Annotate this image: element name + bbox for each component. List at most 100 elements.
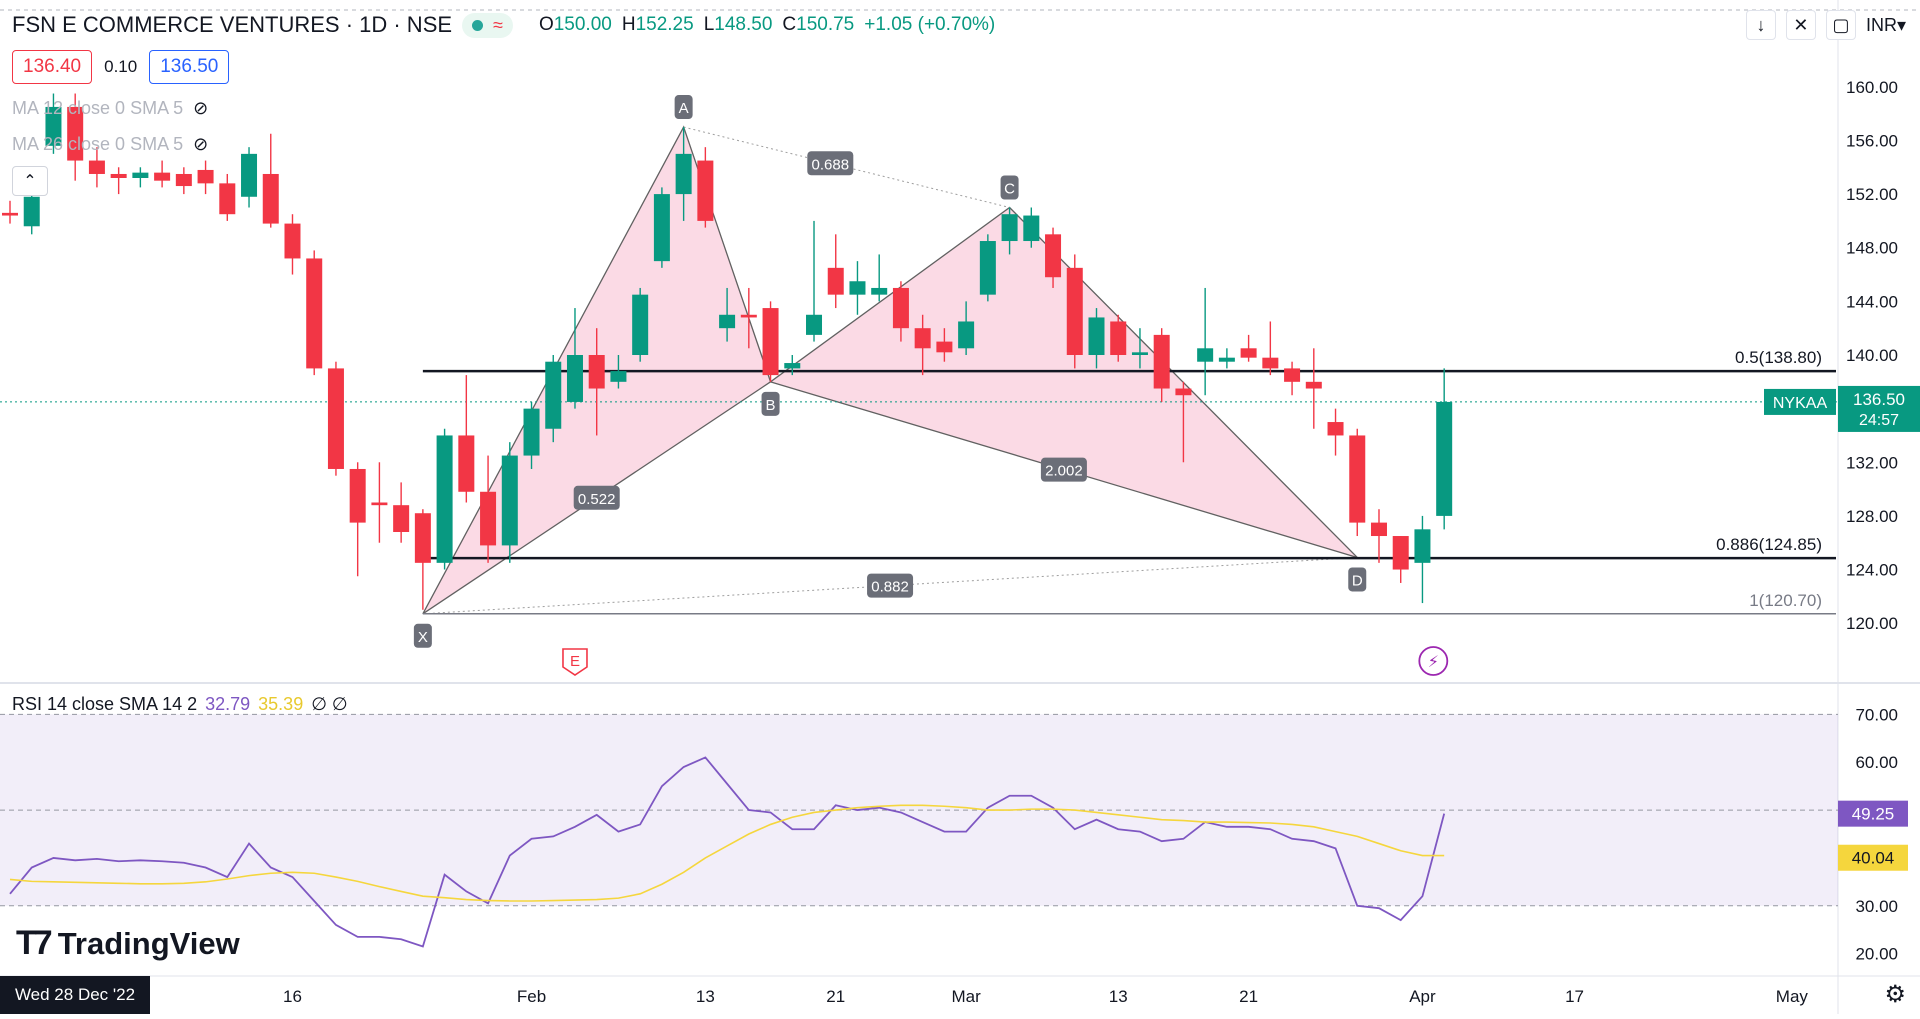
candle-body (806, 314, 823, 335)
rsi-value-tag-bg (1838, 844, 1908, 871)
wave-icon: ≈ (493, 14, 503, 35)
candle-body (458, 435, 475, 492)
time-tick-label: May (1776, 987, 1809, 1006)
symbol-title[interactable]: FSN E COMMERCE VENTURES · 1D · NSE (12, 12, 453, 37)
ma2-legend[interactable]: MA 26 close 0 SMA 5 ⊘ (12, 134, 208, 155)
rsi-value: 32.79 (205, 694, 251, 714)
candle-body (1110, 321, 1127, 355)
collapse-legend-button[interactable]: ⌃ (12, 166, 48, 196)
price-tick-label: 124.00 (1846, 561, 1898, 580)
candle-body (632, 294, 649, 355)
candle-body (67, 106, 84, 161)
candle-body (762, 308, 779, 376)
candle-body (262, 173, 279, 224)
candle-body (653, 194, 670, 262)
pattern-point-label: C (1004, 181, 1015, 198)
pattern-ratio-label: 0.688 (812, 156, 850, 173)
ma1-legend[interactable]: MA 12 close 0 SMA 5 ⊘ (12, 98, 208, 119)
candle-body (241, 153, 258, 197)
rsi-sma-line (9, 804, 1445, 902)
candle-body (110, 173, 127, 178)
candle-body (219, 183, 236, 215)
fib-level-label: 0.5(138.80) (1735, 348, 1822, 367)
candle-body (327, 368, 344, 469)
rsi-value-tag-label: 49.25 (1852, 805, 1895, 824)
close-label: C (782, 14, 797, 35)
candle-body (545, 361, 562, 429)
gear-icon[interactable]: ⚙ (1884, 981, 1906, 1008)
candle-body (1153, 334, 1170, 389)
buy-price-button[interactable]: 136.50 (149, 50, 230, 84)
candle-body (675, 153, 692, 195)
low-label: L (703, 14, 715, 35)
market-open-dot-icon (472, 19, 484, 31)
candle-body (284, 223, 301, 259)
ma2-label: MA 26 close 0 SMA 5 (12, 134, 184, 154)
candle-body (1436, 401, 1453, 516)
pattern-point-label: X (418, 629, 428, 646)
time-tick-label: 13 (696, 987, 715, 1006)
top-right-toolbar: ↓ ✕ ▢ INR▾ (1745, 10, 1906, 40)
candle-body (892, 287, 909, 329)
pattern-point-badge (674, 95, 693, 120)
pattern-xd-line (422, 556, 1358, 615)
ma1-label: MA 12 close 0 SMA 5 (12, 98, 184, 118)
rsi-legend[interactable]: RSI 14 close SMA 14 2 32.79 35.39 ∅ ∅ (12, 694, 348, 715)
price-tick-label: 160.00 (1846, 78, 1898, 97)
rsi-value-tag-bg (1838, 800, 1908, 827)
rsi-tick-label: 60.00 (1855, 753, 1898, 772)
pattern-point-label: D (1352, 572, 1363, 589)
chevron-down-icon: ▾ (1896, 14, 1906, 35)
rsi-label: RSI 14 close SMA 14 2 (12, 694, 198, 714)
candle-body (740, 314, 757, 318)
hidden-eye-icon[interactable]: ⊘ (193, 134, 209, 154)
hidden-eye-icon[interactable]: ⊘ (193, 98, 209, 118)
candle-body (175, 173, 192, 187)
candle-body (1349, 435, 1366, 523)
candle-body (393, 505, 410, 532)
pattern-ratio-label: 2.002 (1045, 463, 1083, 480)
currency-selector[interactable]: INR▾ (1866, 15, 1906, 36)
close-value: 150.75 (796, 14, 855, 35)
time-tick-label: Mar (951, 987, 981, 1006)
candle-body (1001, 214, 1018, 242)
lightning-marker-label: ⚡ (1428, 654, 1439, 671)
pattern-ratio-label: 0.882 (871, 579, 909, 596)
rsi-value-tag-label: 40.04 (1852, 849, 1895, 868)
download-icon[interactable]: ↓ (1745, 10, 1776, 40)
change-value: +1.05 (+0.70%) (864, 14, 996, 35)
candle-body (784, 363, 801, 369)
price-tag-bg (1838, 385, 1920, 432)
candle-body (1305, 381, 1322, 389)
candle-body (979, 241, 996, 295)
open-value: 150.00 (553, 14, 612, 35)
candle-body (436, 435, 453, 563)
candle-body (1066, 267, 1083, 355)
candle-body (958, 321, 975, 349)
tradingview-logo[interactable]: T7 TradingView (16, 924, 240, 963)
candle-body (1370, 522, 1387, 537)
pattern-point-badge (413, 623, 432, 648)
price-tick-label: 132.00 (1846, 453, 1898, 472)
collapse-icon[interactable]: ✕ (1785, 10, 1816, 40)
candle-body (154, 172, 171, 181)
price-tick-label: 156.00 (1846, 131, 1898, 150)
sell-price-button[interactable]: 136.40 (12, 50, 93, 84)
candle-body (588, 355, 605, 389)
price-tick-label: 152.00 (1846, 185, 1898, 204)
tradingview-mark-icon: T7 (16, 924, 53, 962)
high-value: 152.25 (635, 14, 694, 35)
quote-row: 136.40 0.10 136.50 (12, 50, 230, 84)
price-tick-label: 148.00 (1846, 239, 1898, 258)
pattern-ratio-badge (1040, 457, 1087, 482)
candle-body (1131, 352, 1148, 355)
low-value: 148.50 (714, 14, 773, 35)
candle-body (2, 212, 18, 216)
earnings-marker-icon (562, 648, 588, 676)
market-status-pill[interactable]: ≈ (462, 12, 513, 38)
price-tick-label: 120.00 (1846, 614, 1898, 633)
candle-body (936, 341, 953, 353)
fullscreen-icon[interactable]: ▢ (1825, 10, 1856, 40)
